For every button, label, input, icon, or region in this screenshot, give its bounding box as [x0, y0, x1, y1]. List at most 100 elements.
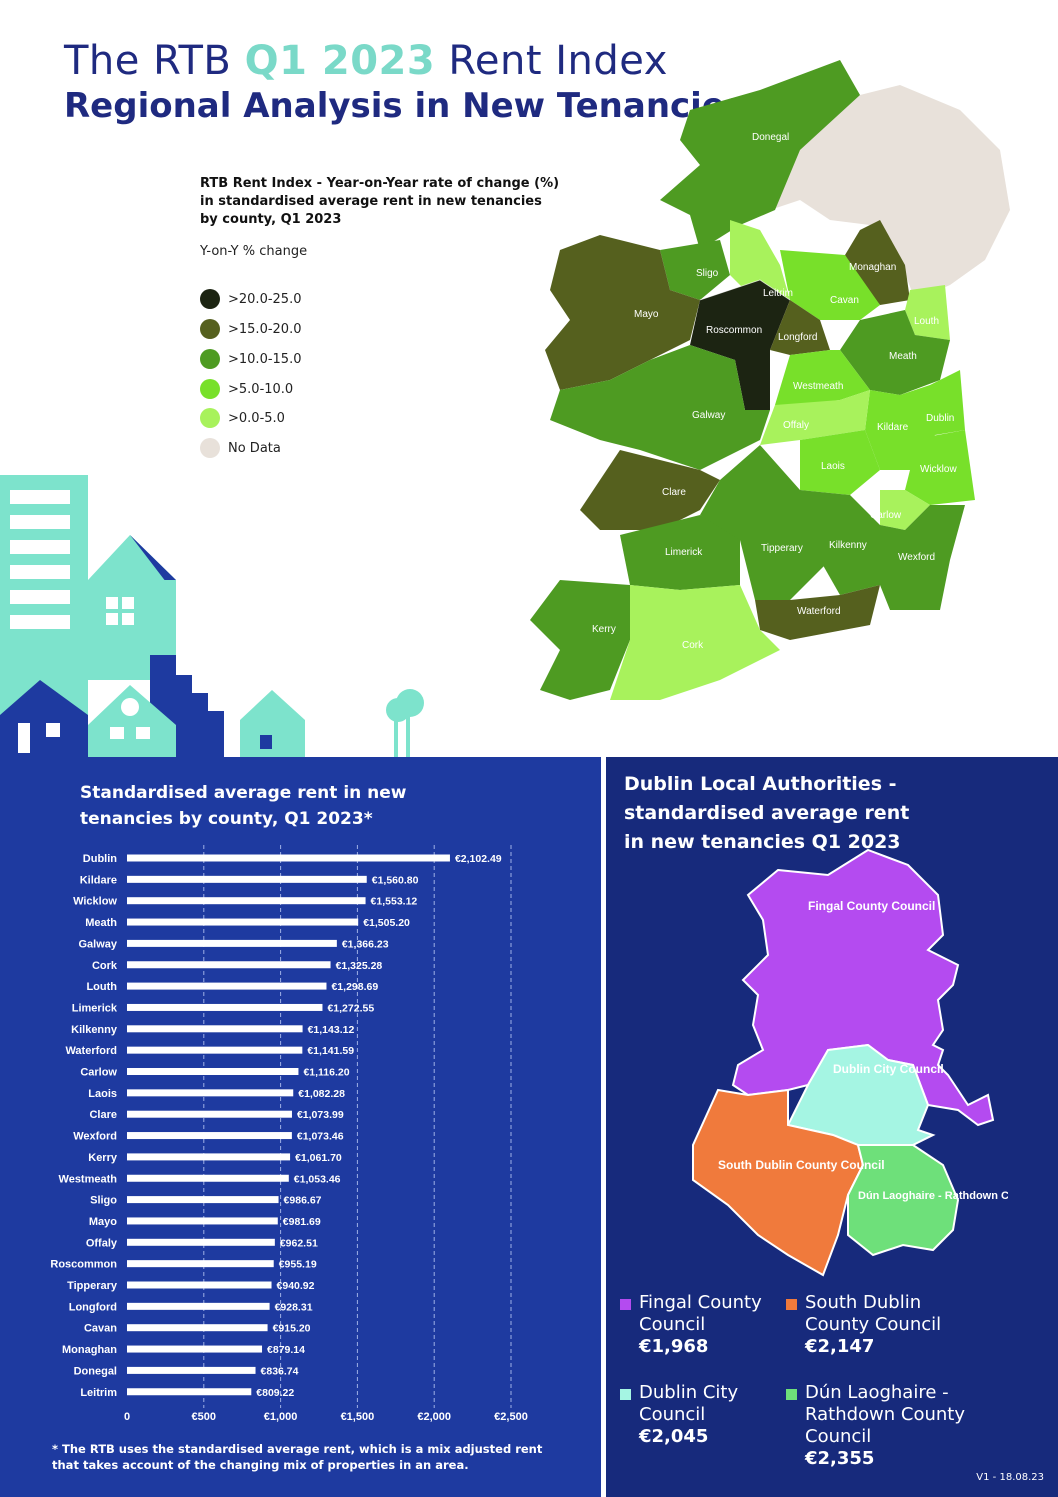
value-label: €1,073.46 — [297, 1131, 344, 1143]
value-label: €981.69 — [283, 1216, 321, 1228]
dublin-label-dlr: Dún Laoghaire - Rathdown County Council — [858, 1190, 1008, 1202]
bar — [127, 1345, 263, 1353]
map-region-northern-ireland — [770, 85, 1010, 300]
map-region-sligo — [660, 240, 730, 300]
authority-dublin-city: Dublin City Council €2,045 — [620, 1382, 770, 1448]
map-region-south-dublin — [692, 1088, 865, 1277]
category-label: Roscommon — [50, 1259, 117, 1271]
category-label: Meath — [85, 917, 117, 929]
category-label: Waterford — [65, 1045, 117, 1057]
bar — [127, 1089, 294, 1097]
bar — [127, 1260, 274, 1268]
map-region-carlow — [880, 490, 930, 530]
value-label: €836.74 — [261, 1365, 299, 1377]
bar — [127, 1238, 275, 1246]
authority-value: €1,968 — [639, 1336, 709, 1357]
authority-swatch — [786, 1389, 797, 1400]
map-region-galway — [550, 345, 770, 470]
map-label-waterford: Waterford — [797, 606, 841, 617]
bar — [127, 939, 337, 947]
value-label: €1,061.70 — [295, 1152, 342, 1164]
map-label-donegal: Donegal — [752, 132, 789, 143]
authority-swatch — [620, 1389, 631, 1400]
map-region-dun-laoghaire — [847, 1144, 960, 1257]
bar — [127, 1281, 272, 1289]
dublin-title: Dublin Local Authorities - standardised … — [624, 773, 910, 853]
category-label: Limerick — [72, 1002, 118, 1014]
bar — [127, 854, 450, 862]
dublin-label-city-text: Dublin City Council — [833, 1062, 944, 1076]
value-label: €1,073.99 — [297, 1109, 344, 1121]
legend-item: >0.0-5.0 — [200, 408, 285, 428]
bar — [127, 1046, 303, 1054]
map-region-kerry — [530, 580, 630, 700]
bar — [127, 1003, 323, 1011]
value-label: €1,298.69 — [331, 981, 378, 993]
authority-swatch — [786, 1299, 797, 1310]
dublin-label-city: Dublin City Council — [833, 1062, 944, 1076]
map-label-wicklow: Wicklow — [920, 464, 957, 475]
bar-chart: 0 €500 €1,000 €1,500 €2,000 €2,500 Dublin €2,10… — [50, 845, 528, 1423]
category-label: Mayo — [89, 1216, 117, 1228]
bar — [127, 982, 327, 990]
map-region-fingal — [731, 848, 995, 1127]
x-tick-label: 0 — [124, 1411, 130, 1423]
bar — [127, 1388, 252, 1396]
map-label-kerry: Kerry — [592, 624, 616, 635]
category-label: Louth — [86, 981, 117, 993]
legend-item: >10.0-15.0 — [200, 349, 301, 369]
legend-label: >20.0-25.0 — [228, 291, 302, 307]
bar — [127, 875, 367, 883]
version-label: V1 - 18.08.23 — [976, 1472, 1044, 1483]
chart-title: Standardised average rent in new tenanci… — [80, 783, 407, 829]
authority-value: €2,147 — [805, 1336, 875, 1357]
map-label-kilkenny: Kilkenny — [829, 540, 867, 551]
map-label-louth: Louth — [914, 316, 939, 327]
map-region-clare — [580, 450, 720, 530]
bar — [127, 1068, 299, 1075]
value-label: €955.19 — [279, 1259, 317, 1271]
legend-item: >5.0-10.0 — [200, 379, 293, 399]
bar — [127, 1302, 270, 1310]
bar — [127, 961, 331, 969]
map-label-westmeath: Westmeath — [793, 381, 843, 392]
x-tick-label: €2,000 — [417, 1411, 451, 1423]
legend-label: >0.0-5.0 — [228, 410, 285, 426]
bar — [127, 1174, 289, 1182]
category-label: Kerry — [88, 1152, 118, 1164]
map-label-cork: Cork — [682, 640, 704, 651]
map-region-cork — [610, 585, 780, 700]
value-label: €962.51 — [280, 1237, 318, 1249]
bar — [127, 1366, 256, 1374]
legend-swatch — [200, 438, 220, 458]
authority-value: €2,045 — [639, 1426, 709, 1447]
legend-label: >5.0-10.0 — [228, 381, 294, 397]
category-label: Wicklow — [73, 896, 117, 908]
map-region-tipperary — [700, 445, 830, 600]
bar — [127, 1153, 291, 1161]
legend-swatch — [200, 379, 220, 399]
authority-value: €2,355 — [805, 1448, 875, 1469]
value-label: €1,053.46 — [294, 1173, 341, 1185]
bar — [127, 897, 366, 905]
legend-swatch — [200, 289, 220, 309]
category-label: Tipperary — [67, 1280, 118, 1292]
map-label-laois: Laois — [821, 461, 845, 472]
authority-south-dublin: South Dublin County Council €2,147 — [786, 1292, 956, 1358]
map-region-monaghan — [845, 220, 910, 305]
bar — [127, 918, 359, 926]
legend-label: >10.0-15.0 — [228, 351, 302, 367]
category-label: Clare — [89, 1109, 117, 1121]
map-label-offaly: Offaly — [783, 420, 809, 431]
map-label-cavan: Cavan — [830, 295, 859, 306]
map-label-roscommon: Roscommon — [706, 325, 762, 336]
authority-dun-laoghaire: Dún Laoghaire - Rathdown County Council … — [786, 1382, 1036, 1470]
value-label: €879.14 — [267, 1344, 305, 1356]
value-label: €2,102.49 — [455, 853, 502, 865]
category-label: Cork — [92, 960, 118, 972]
dublin-label-south: South Dublin County Council — [718, 1158, 885, 1172]
map-label-sligo: Sligo — [696, 268, 719, 279]
map-region-louth — [905, 285, 950, 340]
ireland-map: Donegal Monaghan Sligo Leitrim Cavan May… — [530, 60, 1010, 700]
buildings-illustration — [0, 475, 424, 757]
